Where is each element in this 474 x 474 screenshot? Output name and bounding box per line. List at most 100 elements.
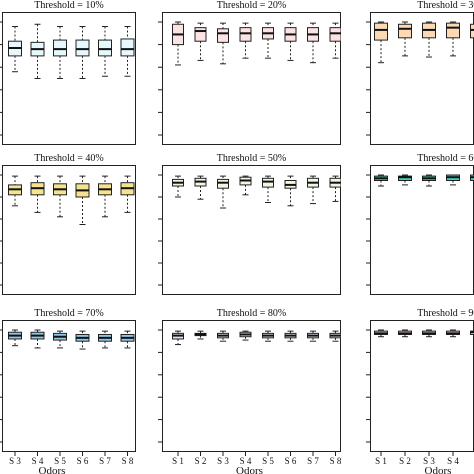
- panel-title: Threshold = 60%: [417, 153, 474, 164]
- box-s4: [239, 330, 252, 341]
- box-s2: [398, 329, 412, 338]
- panel-frame: [2, 12, 136, 145]
- box-s3: [8, 329, 22, 347]
- iqr-box: [53, 39, 67, 57]
- box-s7: [98, 330, 112, 349]
- box-s2: [398, 21, 412, 57]
- box-s8: [120, 330, 135, 349]
- iqr-box: [398, 23, 412, 39]
- x-tick-label: S 6: [77, 456, 89, 466]
- box-s8: [120, 26, 135, 77]
- box-s3: [422, 21, 436, 58]
- box-s6: [75, 175, 90, 225]
- iqr-box: [446, 22, 460, 39]
- box-s4: [446, 174, 460, 186]
- box-s6: [284, 175, 297, 207]
- x-tick-label: S 3: [9, 456, 21, 466]
- box-s3: [8, 26, 22, 73]
- box-s5: [262, 22, 274, 59]
- x-tick-label: S 3: [217, 456, 229, 466]
- panel-6: Threshold = 60%: [366, 153, 474, 295]
- panel-title: Threshold = 70%: [34, 308, 104, 319]
- iqr-box: [239, 27, 252, 42]
- x-tick-label: S 4: [32, 456, 44, 466]
- panel-title: Threshold = 30%: [417, 0, 474, 11]
- x-tick-label: S 7: [307, 456, 319, 466]
- x-tick-label: S 7: [99, 456, 111, 466]
- iqr-box: [217, 178, 229, 189]
- x-tick-label: S 2: [195, 456, 207, 466]
- panel-1: Threshold = 10%: [0, 0, 136, 145]
- box-s5: [262, 175, 274, 203]
- panel-frame: [2, 320, 136, 452]
- box-s2: [194, 175, 207, 200]
- panel-frame: [2, 165, 136, 295]
- panel-frame: [370, 320, 474, 452]
- box-s3: [422, 329, 436, 338]
- panel-7: Threshold = 70% S 3 S 4 S 5 S 6 S 7 S 8 Odors: [0, 308, 136, 474]
- x-axis-label: Odors: [39, 465, 66, 474]
- x-tick-label: S 4: [240, 456, 252, 466]
- panel-frame: [370, 165, 474, 295]
- panel-title: Threshold = 50%: [217, 153, 287, 164]
- iqr-box: [194, 27, 207, 42]
- x-tick-label: S 8: [330, 456, 342, 466]
- box-s4: [30, 329, 45, 349]
- iqr-box: [470, 23, 474, 39]
- box-s6: [284, 330, 297, 342]
- iqr-box: [374, 22, 388, 41]
- x-tick-label: S 8: [122, 456, 134, 466]
- box-s6: [75, 26, 90, 79]
- box-s3: [217, 175, 229, 209]
- x-axis-label: Odors: [425, 465, 452, 474]
- panel-title: Threshold = 40%: [34, 153, 104, 164]
- x-tick-label: S 4: [447, 456, 459, 466]
- box-s7: [98, 26, 112, 77]
- box-s5: [262, 330, 274, 342]
- x-tick-label: S 1: [172, 456, 184, 466]
- box-s4: [239, 175, 252, 196]
- box-s5: [470, 174, 474, 181]
- box-s4: [30, 23, 45, 79]
- box-s8: [329, 22, 341, 59]
- iqr-box: [75, 39, 90, 57]
- panel-title: Threshold = 10%: [34, 0, 104, 11]
- box-s1: [374, 21, 388, 64]
- box-s3: [422, 174, 436, 187]
- box-s8: [329, 330, 341, 342]
- panel-2: Threshold = 20%: [158, 0, 341, 145]
- box-s6: [284, 22, 297, 61]
- panel-5: Threshold = 50%: [158, 153, 341, 295]
- box-s4: [446, 329, 460, 338]
- x-tick-label: S 6: [285, 456, 297, 466]
- iqr-box: [98, 39, 112, 57]
- x-tick-label: S 1: [375, 456, 387, 466]
- box-s4: [239, 22, 252, 59]
- panel-8: Threshold = 80% S 1 S 2 S 3 S 4 S 5 S 6 S 7 S 8 O…: [158, 308, 342, 474]
- box-s3: [8, 175, 22, 207]
- box-s5: [53, 330, 67, 349]
- box-s5: [53, 175, 67, 218]
- panel-title: Threshold = 80%: [217, 308, 287, 319]
- iqr-box: [217, 28, 229, 43]
- box-s7: [98, 175, 112, 218]
- box-s1: [374, 329, 388, 338]
- box-s7: [307, 22, 319, 64]
- iqr-box: [398, 175, 412, 182]
- panel-title: Threshold = 20%: [217, 0, 287, 11]
- box-s4: [30, 175, 45, 213]
- x-tick-label: S 3: [423, 456, 435, 466]
- box-s1: [172, 175, 184, 198]
- box-s2: [398, 174, 412, 186]
- box-s8: [120, 175, 135, 213]
- box-s5: [470, 23, 474, 39]
- x-tick-label: S 5: [262, 456, 274, 466]
- x-axis-label: Odors: [236, 465, 263, 474]
- box-s4: [446, 21, 460, 57]
- box-s2: [194, 22, 207, 61]
- box-s8: [329, 175, 341, 202]
- iqr-box: [329, 27, 341, 42]
- box-s5: [53, 26, 67, 79]
